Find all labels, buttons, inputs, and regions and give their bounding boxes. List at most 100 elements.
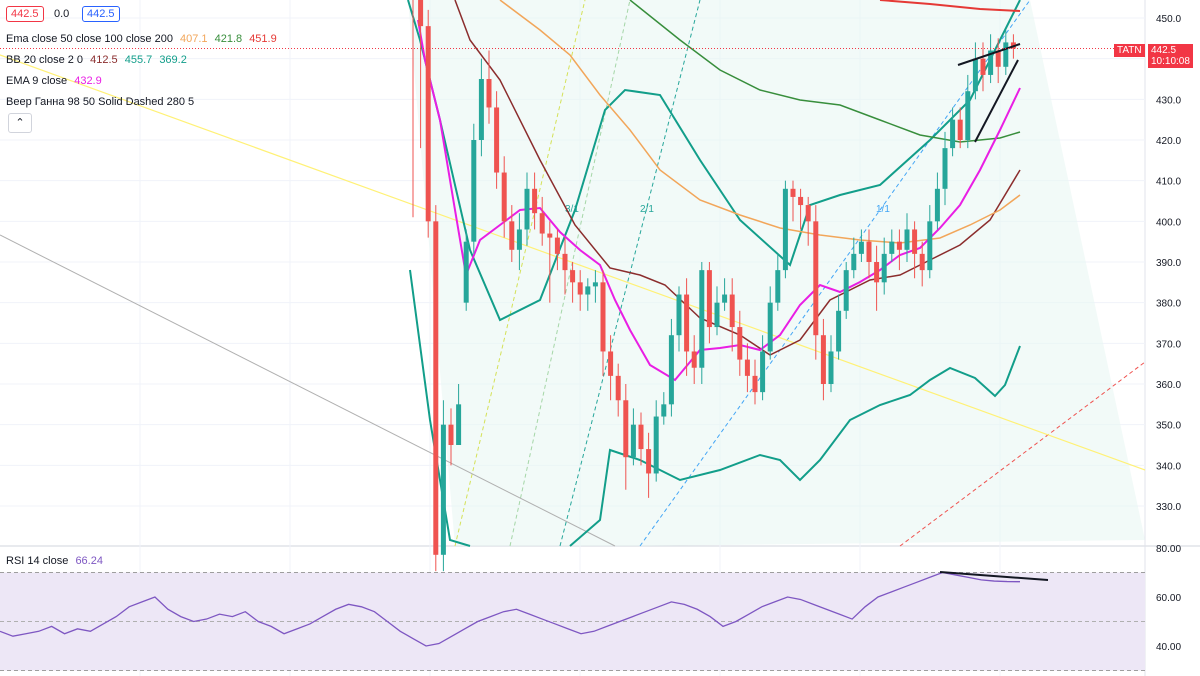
- candle-body: [448, 424, 454, 445]
- candle-body: [942, 148, 948, 189]
- candle-body: [562, 253, 568, 271]
- rsi-tick-label: 40.00: [1156, 642, 1181, 653]
- candle-body: [874, 262, 880, 283]
- candle-body: [820, 335, 826, 384]
- countdown-value: 10:10:08: [1151, 56, 1190, 67]
- candle-body: [554, 237, 560, 254]
- rsi-tick-label: 80.00: [1156, 544, 1181, 555]
- candle-body: [463, 241, 469, 303]
- legend-ema[interactable]: Ema close 50 close 100 close 200 407.1 4…: [6, 33, 281, 45]
- candle-body: [1003, 42, 1009, 67]
- bb-lower-line-left: [409, 269, 471, 547]
- ema50-line: [499, 0, 1021, 244]
- legend-ema9-value: 432.9: [74, 75, 102, 87]
- candle-body: [843, 270, 849, 311]
- legend-ema-100-value: 421.8: [214, 33, 243, 45]
- candle-body: [965, 91, 971, 140]
- candle-body: [767, 302, 773, 352]
- candle-body: [608, 351, 614, 376]
- legend-bb[interactable]: BB 20 close 2 0 412.5 455.7 369.2: [6, 54, 191, 66]
- candle-body: [532, 188, 538, 214]
- legend-bb-upper-value: 455.7: [124, 54, 153, 66]
- ticker-tag: TATN: [1114, 44, 1145, 57]
- legend-ema9[interactable]: EMA 9 close 432.9: [6, 75, 106, 87]
- candle-body: [896, 241, 902, 250]
- candle-body: [433, 221, 439, 555]
- candle-body: [790, 188, 796, 197]
- legend-bb-lower-value: 369.2: [159, 54, 187, 66]
- bb-lower-line: [569, 345, 1021, 547]
- gann-line-4-1: [454, 0, 586, 547]
- candle-body: [623, 400, 629, 458]
- price-tick-label: 330.0: [1156, 502, 1181, 513]
- candle-body: [881, 253, 887, 283]
- candle-body: [668, 335, 674, 405]
- candle-body: [501, 172, 507, 222]
- price-tick-label: 450.0: [1156, 14, 1181, 25]
- candle-body: [630, 424, 636, 458]
- price-tick-label: 430.0: [1156, 95, 1181, 106]
- candle-body: [425, 26, 431, 222]
- candle-body: [524, 188, 530, 230]
- candle-body: [729, 294, 735, 328]
- legend-rsi[interactable]: RSI 14 close 66.24: [6, 555, 107, 567]
- candle-body: [653, 416, 659, 474]
- candle-body: [889, 241, 895, 254]
- legend-rsi-value: 66.24: [75, 555, 103, 567]
- candle-body: [988, 50, 994, 75]
- candle-body: [805, 205, 811, 222]
- candle-body: [676, 294, 682, 336]
- candle-body: [927, 221, 933, 271]
- price-tick-label: 390.0: [1156, 258, 1181, 269]
- candle-body: [828, 351, 834, 384]
- wedge-upper-line: [957, 43, 1021, 66]
- candle-body: [699, 270, 705, 368]
- candle-body: [752, 375, 758, 393]
- legend-ema9-label: EMA 9 close: [6, 75, 68, 87]
- legend-bb-basis-value: 412.5: [90, 54, 118, 66]
- current-price-value: 442.5: [1151, 45, 1177, 56]
- bb-upper-line: [407, 0, 1021, 322]
- candle-body: [760, 351, 766, 393]
- candle-body: [456, 404, 462, 445]
- candle-body: [919, 253, 925, 271]
- candle-body: [418, 0, 424, 27]
- candle-body: [775, 270, 781, 303]
- header-price-left: 442.5: [6, 6, 44, 22]
- candle-body: [577, 282, 583, 295]
- gann-label: 1/1: [876, 204, 890, 215]
- candle-body: [866, 241, 872, 262]
- legend-ema-200-value: 451.9: [249, 33, 277, 45]
- candle-body: [547, 233, 553, 238]
- header-change: 0.0: [54, 8, 70, 20]
- candle-body: [744, 359, 750, 376]
- gann-line-1-2: [899, 361, 1146, 547]
- price-tick-label: 400.0: [1156, 217, 1181, 228]
- current-price-tag: 442.5 10:10:08: [1148, 44, 1193, 68]
- candle-body: [980, 58, 986, 75]
- candle-body: [691, 351, 697, 368]
- candle-body: [798, 196, 804, 206]
- header-price-right: 442.5: [82, 6, 120, 22]
- candle-body: [592, 282, 598, 287]
- candle-body: [782, 188, 788, 271]
- price-tick-label: 410.0: [1156, 177, 1181, 188]
- legend-gann-label: Веер Ганна 98 50 Solid Dashed 280 5: [6, 96, 195, 108]
- legend-gann[interactable]: Веер Ганна 98 50 Solid Dashed 280 5: [6, 96, 198, 108]
- price-tick-label: 420.0: [1156, 136, 1181, 147]
- candle-body: [646, 449, 652, 474]
- gann-label: 2/1: [640, 204, 654, 215]
- rsi-line: [0, 571, 1021, 647]
- gann-line-3-1: [509, 0, 631, 547]
- candle-body: [706, 270, 712, 328]
- legend-ema-label: Ema close 50 close 100 close 200: [6, 33, 173, 45]
- candle-body: [714, 302, 720, 328]
- price-tick-label: 370.0: [1156, 339, 1181, 350]
- candle-body: [813, 221, 819, 336]
- candle-body: [661, 404, 667, 417]
- collapse-legend-button[interactable]: ⌃: [8, 113, 32, 133]
- wedge-lower-line: [974, 59, 1019, 143]
- price-tick-label: 340.0: [1156, 461, 1181, 472]
- candle-body: [478, 79, 484, 140]
